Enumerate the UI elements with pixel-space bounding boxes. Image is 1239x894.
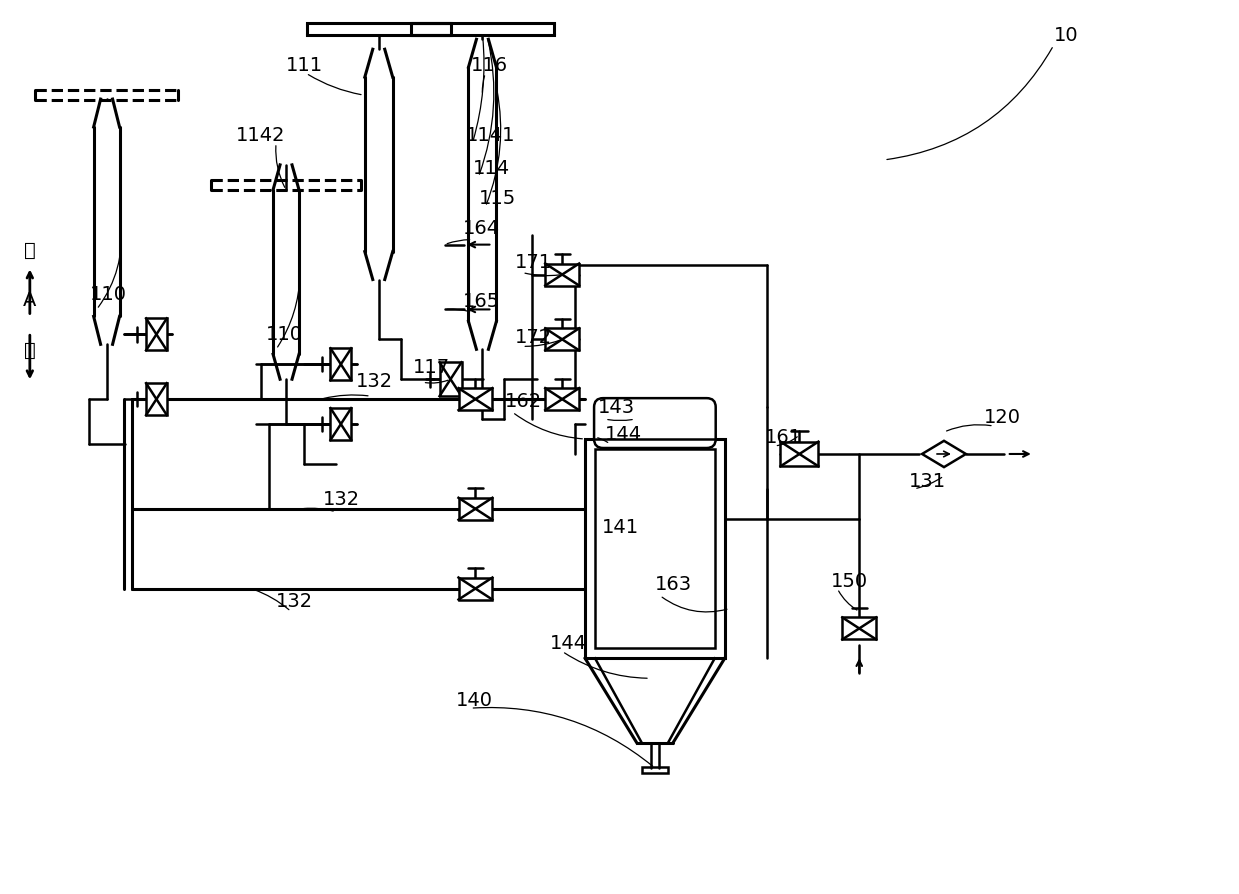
Text: 163: 163 (655, 574, 693, 593)
Bar (781, 443, 819, 467)
Bar (585, 440, 725, 659)
Text: 132: 132 (276, 591, 313, 610)
Text: 141: 141 (602, 517, 639, 536)
Text: 171: 171 (515, 252, 553, 271)
Text: A: A (24, 291, 36, 309)
Text: 140: 140 (456, 690, 493, 710)
Text: 161: 161 (764, 427, 802, 446)
Text: 162: 162 (506, 392, 543, 410)
Bar (458, 578, 492, 600)
Bar (458, 498, 492, 520)
Bar (458, 389, 492, 410)
Text: 132: 132 (356, 372, 393, 391)
Text: 144: 144 (550, 634, 587, 653)
Text: 1141: 1141 (466, 126, 515, 145)
Text: 上: 上 (24, 240, 36, 260)
Text: 164: 164 (462, 218, 499, 238)
FancyBboxPatch shape (593, 399, 716, 449)
Text: 144: 144 (605, 425, 642, 443)
Text: 110: 110 (266, 325, 304, 344)
Bar (440, 363, 462, 397)
Bar (545, 329, 579, 351)
Text: 131: 131 (909, 471, 947, 490)
Text: 10: 10 (1053, 26, 1078, 46)
Text: 下: 下 (24, 341, 36, 359)
Bar (331, 349, 351, 381)
Bar (146, 319, 167, 351)
Text: 165: 165 (462, 292, 499, 311)
Text: 110: 110 (89, 285, 126, 304)
Bar (595, 450, 715, 649)
Text: 1142: 1142 (237, 126, 286, 145)
Text: 114: 114 (472, 158, 509, 178)
Bar (146, 384, 167, 416)
Bar (331, 409, 351, 441)
Text: 143: 143 (598, 398, 636, 417)
Text: 120: 120 (984, 408, 1021, 426)
Text: 111: 111 (286, 56, 323, 75)
Text: 150: 150 (831, 571, 869, 590)
Text: 172: 172 (515, 328, 553, 347)
Text: 115: 115 (478, 189, 515, 207)
Bar (545, 389, 579, 410)
Text: 117: 117 (413, 358, 450, 376)
Bar (642, 767, 668, 773)
Bar (843, 618, 876, 640)
Text: 132: 132 (323, 489, 361, 509)
Text: 116: 116 (471, 56, 508, 75)
Bar (545, 265, 579, 286)
Polygon shape (922, 442, 966, 468)
